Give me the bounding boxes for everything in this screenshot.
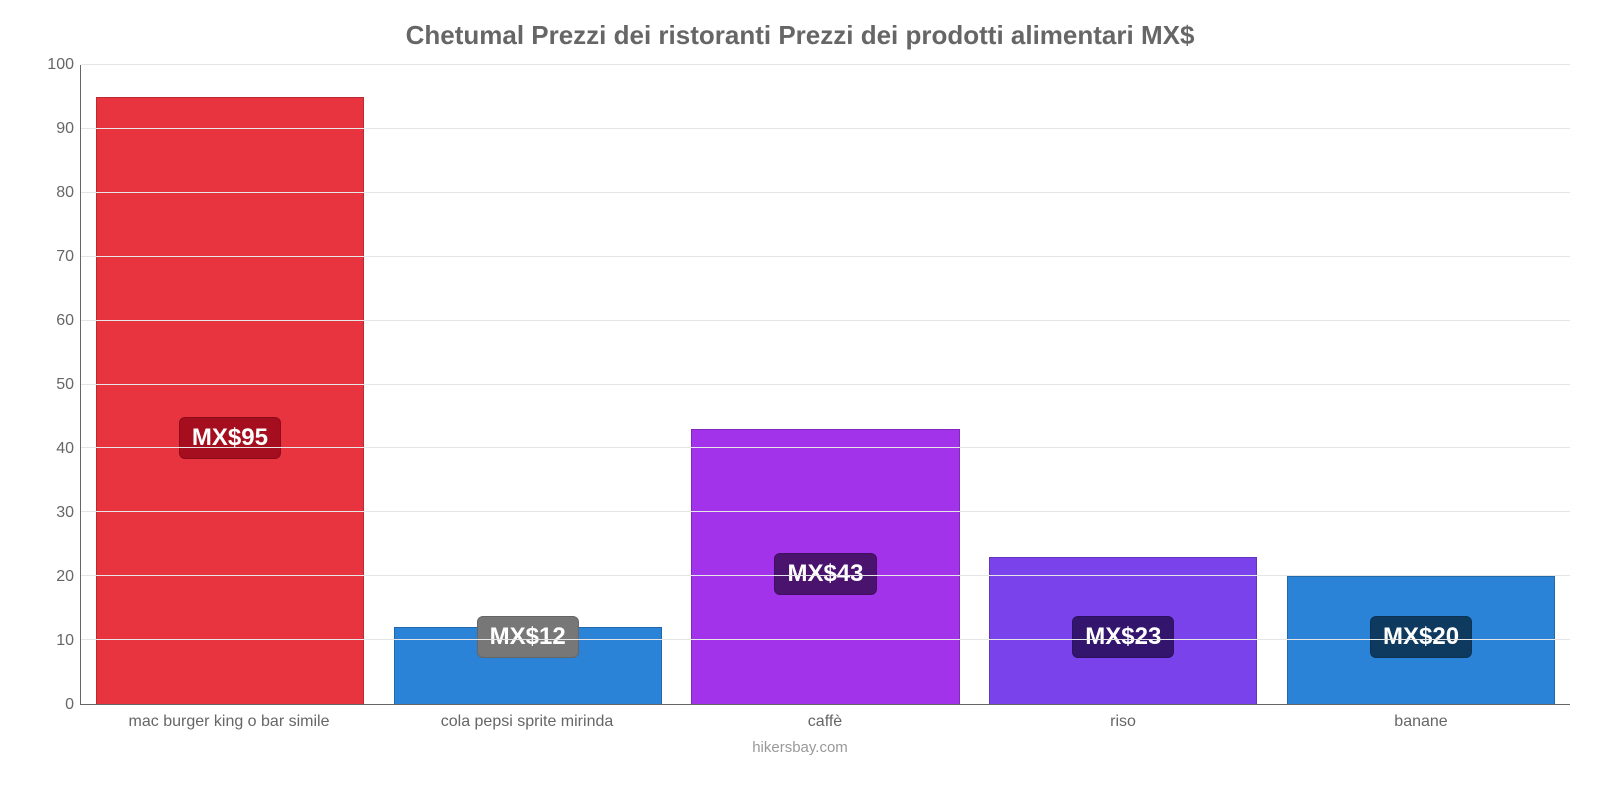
grid-line (81, 64, 1570, 65)
y-tick-label: 70 (56, 248, 74, 266)
chart-footer: hikersbay.com (30, 739, 1570, 756)
grid-line (81, 384, 1570, 385)
x-axis: mac burger king o bar similecola pepsi s… (80, 713, 1570, 731)
value-badge: MX$23 (1072, 616, 1174, 658)
x-axis-label: banane (1272, 713, 1570, 731)
y-tick-label: 40 (56, 440, 74, 458)
grid-line (81, 447, 1570, 448)
bar-slot: MX$12 (379, 65, 677, 704)
y-tick-label: 100 (47, 56, 74, 74)
bar-slot: MX$95 (81, 65, 379, 704)
y-tick-label: 10 (56, 632, 74, 650)
y-axis: 0102030405060708090100 (30, 65, 80, 705)
grid-line (81, 320, 1570, 321)
chart-title: Chetumal Prezzi dei ristoranti Prezzi de… (30, 20, 1570, 51)
grid-line (81, 128, 1570, 129)
x-axis-label: mac burger king o bar simile (80, 713, 378, 731)
y-tick-label: 30 (56, 504, 74, 522)
value-badge: MX$12 (477, 616, 579, 658)
value-badge: MX$95 (179, 417, 281, 459)
bar (96, 97, 364, 704)
y-tick-label: 60 (56, 312, 74, 330)
price-bar-chart: Chetumal Prezzi dei ristoranti Prezzi de… (0, 0, 1600, 800)
bar-slot: MX$20 (1272, 65, 1570, 704)
grid-line (81, 511, 1570, 512)
plot-area: MX$95 MX$12 MX$43 MX$23 MX$20 (80, 65, 1570, 705)
grid-line (81, 575, 1570, 576)
bars-container: MX$95 MX$12 MX$43 MX$23 MX$20 (81, 65, 1570, 704)
y-tick-label: 50 (56, 376, 74, 394)
x-axis-label: cola pepsi sprite mirinda (378, 713, 676, 731)
grid-line (81, 256, 1570, 257)
x-axis-label: riso (974, 713, 1272, 731)
x-axis-label: caffè (676, 713, 974, 731)
y-tick-label: 20 (56, 568, 74, 586)
y-tick-label: 90 (56, 120, 74, 138)
grid-line (81, 639, 1570, 640)
y-tick-label: 0 (65, 696, 74, 714)
value-badge: MX$20 (1370, 616, 1472, 658)
value-badge: MX$43 (774, 553, 876, 595)
y-tick-label: 80 (56, 184, 74, 202)
bar-slot: MX$43 (677, 65, 975, 704)
grid-line (81, 192, 1570, 193)
bar-slot: MX$23 (974, 65, 1272, 704)
plot-row: 0102030405060708090100 MX$95MX$12MX$43MX… (30, 65, 1570, 705)
